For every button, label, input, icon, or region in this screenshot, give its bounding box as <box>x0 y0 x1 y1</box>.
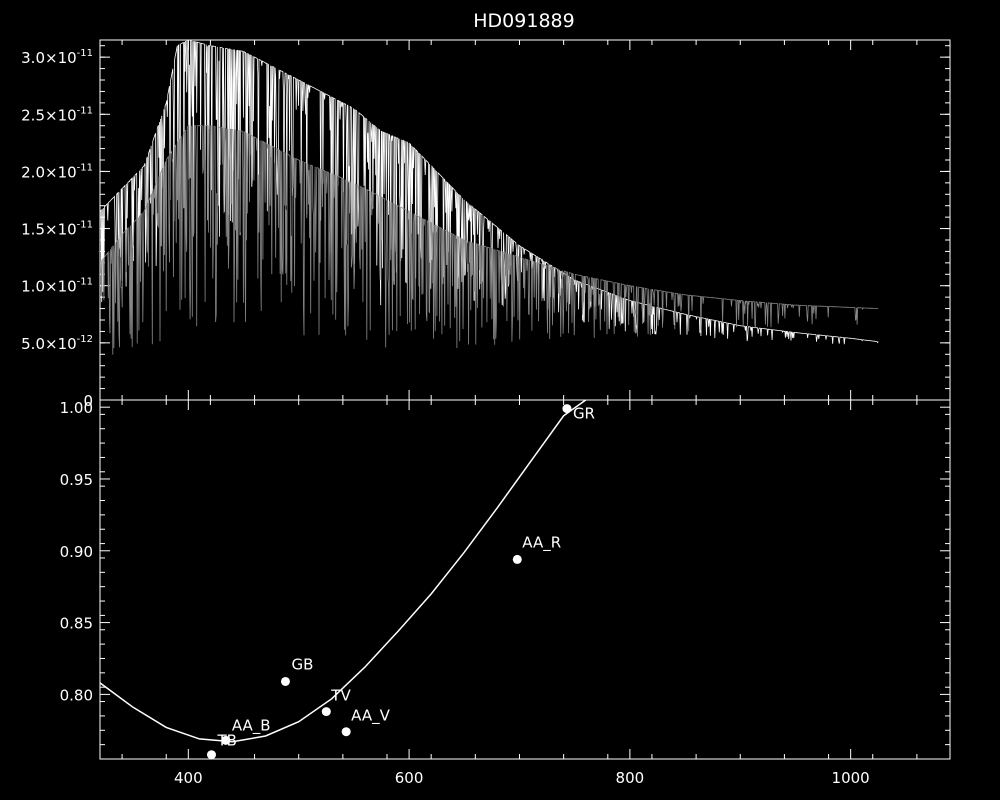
point-aa-v <box>341 727 351 737</box>
chart-title: HD091889 <box>473 10 574 32</box>
spectrum-ytick-label: 1.0×10-11 <box>21 277 93 296</box>
spectrum-ytick-label: 2.5×10-11 <box>21 105 93 124</box>
point-aa-b <box>221 735 231 745</box>
ratio-panel: 0.800.850.900.951.004006008001000TBAA_BG… <box>60 399 951 787</box>
ratio-frame <box>99 399 951 760</box>
spectrum-ytick-label: 1.5×10-11 <box>21 220 93 239</box>
ratio-xtick-label: 400 <box>174 769 203 787</box>
point-label-aa-b: AA_B <box>232 716 271 735</box>
point-label-tv: TV <box>330 687 351 705</box>
ratio-ytick-label: 0.80 <box>60 686 93 704</box>
spectrum-ytick-label: 2.0×10-11 <box>21 162 93 181</box>
ratio-xtick-label: 600 <box>395 769 424 787</box>
spectrum-ytick-label: 5.0×10-12 <box>21 334 93 353</box>
ratio-ytick-label: 0.90 <box>60 543 93 561</box>
fit-curve <box>100 400 587 743</box>
point-label-aa-r: AA_R <box>522 533 561 552</box>
point-gr <box>562 404 572 414</box>
ratio-ytick-label: 0.95 <box>60 471 93 489</box>
point-tb <box>206 750 216 760</box>
ratio-ytick-label: 1.00 <box>60 399 93 417</box>
point-label-gr: GR <box>573 405 595 423</box>
point-label-aa-v: AA_V <box>351 707 390 726</box>
spectrum-series-0 <box>99 39 879 345</box>
spectrum-ytick-label: 3.0×10-11 <box>21 48 93 67</box>
ratio-ytick-label: 0.85 <box>60 615 93 633</box>
spectrum-panel: 0 5.0×10-12 1.0×10-11 1.5×10-11 2.0×10-11 2.5… <box>21 39 951 410</box>
point-aa-r <box>512 554 522 564</box>
spectrum-ytick-label: 0 <box>83 392 93 410</box>
point-gb <box>280 676 290 686</box>
point-tv <box>321 707 331 717</box>
spectrum-series-1 <box>99 125 879 355</box>
ratio-xtick-label: 1000 <box>832 769 870 787</box>
ratio-xtick-label: 800 <box>616 769 645 787</box>
point-label-gb: GB <box>291 655 313 673</box>
